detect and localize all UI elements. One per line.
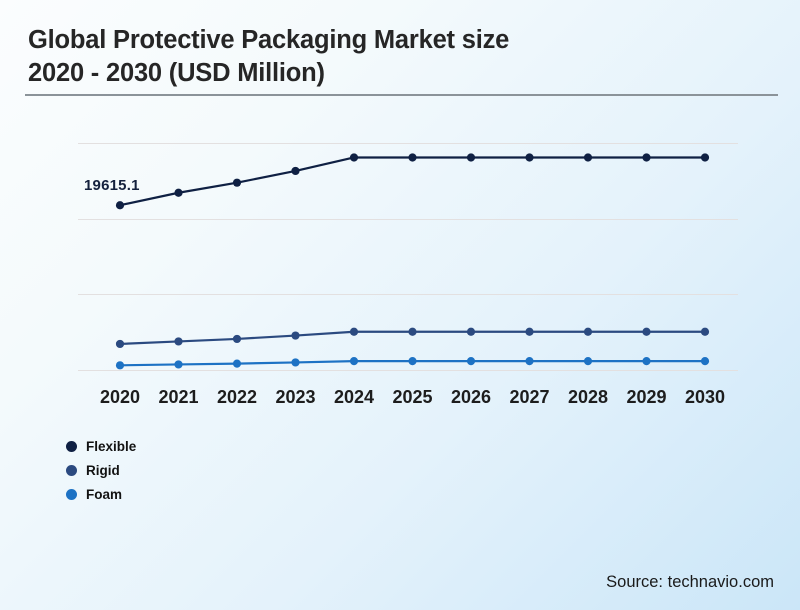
x-tick-label-2025: 2025 xyxy=(392,387,433,407)
data-point-marker xyxy=(349,327,359,336)
legend-label: Flexible xyxy=(86,438,137,454)
data-point-marker xyxy=(232,334,242,344)
data-point-marker xyxy=(174,337,183,346)
x-tick-label-2026: 2026 xyxy=(450,387,492,407)
line-series-layer xyxy=(115,153,710,370)
data-point-marker xyxy=(525,356,534,366)
x-tick-label-2023: 2023 xyxy=(275,387,316,407)
data-point-marker xyxy=(466,356,476,366)
circle-marker-icon xyxy=(66,440,77,452)
data-point-marker xyxy=(115,361,125,370)
data-point-marker xyxy=(583,327,593,336)
data-point-marker xyxy=(291,331,300,340)
data-point-marker xyxy=(466,153,476,162)
data-point-marker xyxy=(700,153,710,162)
circle-marker-icon xyxy=(66,488,77,500)
x-tick-label-2024: 2024 xyxy=(333,387,375,407)
data-point-marker xyxy=(232,359,242,368)
data-point-marker xyxy=(174,360,183,369)
gridline xyxy=(78,370,738,371)
chart-legend: Flexible Rigid Foam xyxy=(66,434,136,506)
data-label-flexible-2020: 19615.1 xyxy=(84,177,140,195)
data-point-marker xyxy=(408,327,417,336)
data-point-marker xyxy=(525,327,534,336)
data-point-marker xyxy=(232,178,242,187)
x-tick-label-2028: 2028 xyxy=(567,387,609,407)
data-point-marker xyxy=(115,339,125,349)
data-point-marker xyxy=(291,166,300,176)
data-point-marker xyxy=(349,356,359,366)
grid-layer xyxy=(0,100,800,380)
data-point-marker xyxy=(408,356,417,366)
gridline xyxy=(78,218,738,220)
x-tick-label-2030: 2030 xyxy=(684,387,726,407)
x-tick-label-2022: 2022 xyxy=(216,387,258,407)
chart-plot-area xyxy=(0,100,800,380)
legend-label: Foam xyxy=(86,486,123,502)
source-note: Source: technavio.com xyxy=(606,573,774,591)
line-series-flexible xyxy=(118,156,707,207)
data-point-marker xyxy=(408,153,417,162)
data-point-marker xyxy=(642,356,651,366)
data-point-marker xyxy=(583,153,593,162)
circle-marker-icon xyxy=(66,464,77,476)
x-tick-label-2029: 2029 xyxy=(626,387,667,407)
data-point-marker xyxy=(642,153,651,162)
x-tick-label-2021: 2021 xyxy=(158,387,199,407)
chart-title: Global Protective Packaging Market size … xyxy=(28,26,510,87)
data-point-marker xyxy=(583,356,593,366)
gridline xyxy=(78,143,738,145)
title-divider xyxy=(25,94,778,96)
data-point-marker xyxy=(115,201,125,210)
x-tick-label-2027: 2027 xyxy=(509,387,550,407)
data-point-marker xyxy=(291,358,300,367)
data-point-marker xyxy=(466,327,476,336)
gridline xyxy=(78,294,738,296)
x-tick-label-2020: 2020 xyxy=(99,387,141,407)
data-point-marker xyxy=(349,153,359,162)
data-point-marker xyxy=(700,356,710,366)
legend-item-foam[interactable]: Foam xyxy=(66,482,136,506)
legend-item-flexible[interactable]: Flexible xyxy=(66,434,136,458)
data-point-marker xyxy=(700,327,710,336)
legend-item-rigid[interactable]: Rigid xyxy=(66,458,136,482)
x-axis-labels: 2020 2021 2022 2023 2024 2025 2026 2027 2028 2029… xyxy=(78,387,738,413)
data-point-marker xyxy=(174,188,183,197)
data-point-marker xyxy=(642,327,651,336)
data-point-marker xyxy=(525,153,534,162)
legend-label: Rigid xyxy=(86,462,120,478)
